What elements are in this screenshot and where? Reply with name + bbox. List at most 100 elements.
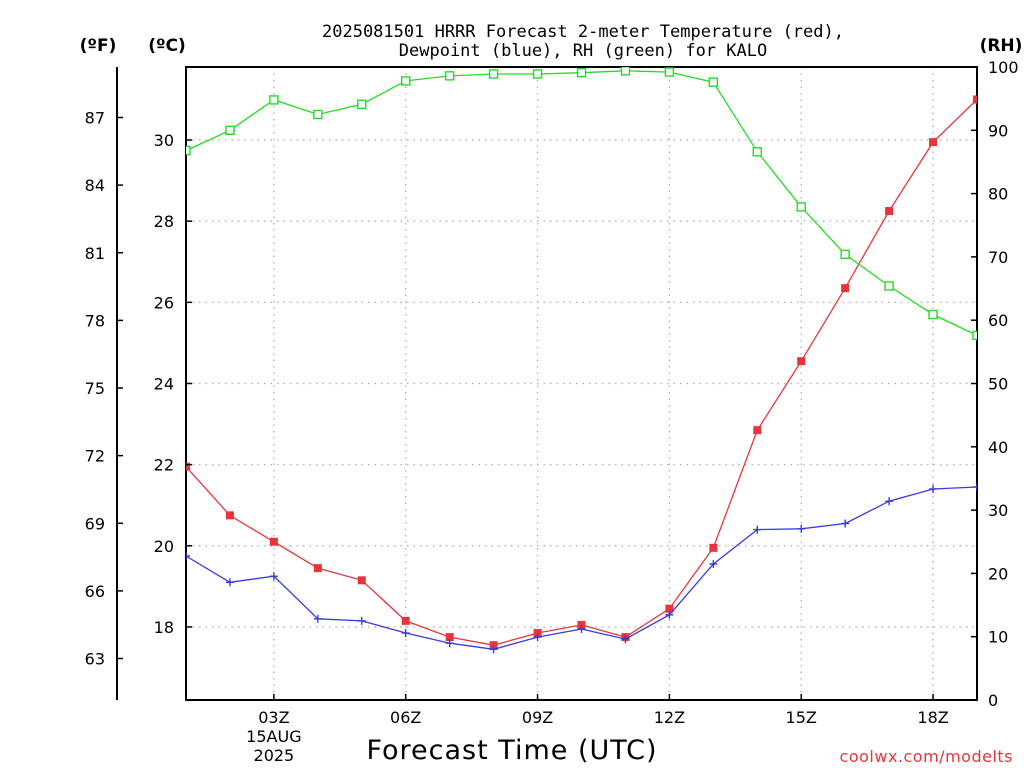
rh-point (928, 309, 938, 320)
celsius-tick-label: 24 (154, 375, 174, 394)
x-tick-label: 12Z (654, 708, 685, 727)
celsius-tick-label: 26 (154, 293, 174, 312)
x-tick-label: 03Z (258, 708, 289, 727)
rh-point (532, 69, 543, 79)
series-layer (186, 67, 977, 654)
rh-tick-label: 40 (988, 438, 1008, 457)
rh-point (444, 71, 455, 81)
fahrenheit-tick-label: 81 (85, 244, 105, 263)
temperature-point (797, 357, 806, 366)
rh-tick-label: 100 (988, 58, 1019, 77)
rh-point (796, 202, 806, 212)
rh-tick-label: 50 (988, 375, 1008, 394)
temperature-point (665, 604, 674, 613)
temperature-point (709, 543, 718, 552)
plot-frame (185, 66, 978, 701)
rh-tick-label: 20 (988, 564, 1008, 583)
dewpoint-point (445, 639, 454, 648)
rh-tick-label: 70 (988, 248, 1008, 267)
temperature-point (401, 616, 410, 625)
x-tick-date-label: 15AUG (246, 727, 301, 746)
temperature-point (269, 537, 278, 546)
celsius-tick-label: 20 (154, 537, 174, 556)
rh-point (357, 99, 367, 110)
dewpoint-point (357, 616, 366, 625)
temperature-point (973, 95, 977, 104)
dewpoint-point (841, 519, 850, 528)
rh-point (488, 69, 499, 79)
celsius-tick-label: 30 (154, 131, 174, 150)
dewpoint-point (269, 572, 278, 581)
rh-point (620, 67, 631, 76)
fahrenheit-tick-label: 75 (85, 379, 105, 398)
rh-point (884, 281, 894, 291)
rh-tick-label: 60 (988, 311, 1008, 330)
dewpoint-point (797, 524, 806, 533)
x-tick-label: 09Z (522, 708, 553, 727)
rh-point (269, 95, 279, 105)
dewpoint-point (665, 610, 674, 619)
celsius-tick-label: 28 (154, 212, 174, 231)
celsius-axis-unit: (ºC) (148, 36, 186, 56)
rh-tick-label: 30 (988, 501, 1008, 520)
x-tick-label: 18Z (917, 708, 948, 727)
rh-point (225, 125, 235, 136)
temperature-point (357, 576, 366, 585)
rh-tick-label: 80 (988, 185, 1008, 204)
temperature-point (225, 511, 234, 520)
rh-tick-label: 90 (988, 121, 1008, 140)
dewpoint-point (186, 551, 190, 560)
temperature-point (885, 207, 894, 216)
temperature-point (929, 138, 938, 147)
dewpoint-point (973, 482, 977, 491)
rh-series-line (186, 70, 977, 336)
dewpoint-point (709, 560, 718, 569)
ticks-layer: 63 66 69 72 75 78 81 84 87 18 20 22 24 26 28 30 0 10 20 30 4… (85, 58, 1019, 765)
source-credit: coolwx.com/modelts (840, 747, 1013, 766)
temperature-point (533, 629, 542, 638)
dewpoint-point (885, 497, 894, 506)
rh-point (708, 77, 719, 87)
celsius-tick-label: 18 (154, 618, 174, 637)
temperature-series-line (186, 99, 977, 646)
rh-point (972, 330, 977, 341)
fahrenheit-tick-label: 63 (85, 650, 105, 669)
dewpoint-point (313, 614, 322, 623)
temperature-point (841, 284, 850, 293)
dewpoint-point (753, 525, 762, 534)
temperature-point (186, 462, 190, 471)
dewpoint-point (225, 578, 234, 587)
fahrenheit-tick-label: 84 (85, 176, 105, 195)
grid-layer (186, 67, 977, 700)
x-tick-label: 15Z (786, 708, 817, 727)
temperature-point (753, 426, 762, 435)
dewpoint-point (621, 635, 630, 644)
temperature-point (577, 620, 586, 629)
temperature-point (489, 641, 498, 650)
celsius-tick-label: 22 (154, 456, 174, 475)
rh-tick-label: 0 (988, 691, 998, 710)
fahrenheit-tick-label: 72 (85, 447, 105, 466)
chart-title-line-2: Dewpoint (blue), RH (green) for KALO (399, 41, 767, 61)
dewpoint-point (577, 624, 586, 633)
x-tick-label: 06Z (390, 708, 421, 727)
rh-tick-label: 10 (988, 628, 1008, 647)
rh-point (840, 249, 850, 260)
rh-point (401, 76, 411, 86)
fahrenheit-tick-label: 66 (85, 582, 105, 601)
x-tick-date-label: 2025 (254, 746, 295, 765)
rh-point (664, 67, 675, 77)
rh-point (186, 145, 191, 156)
rh-axis-unit: (RH) (980, 36, 1023, 56)
temperature-point (445, 633, 454, 642)
chart-title-line-1: 2025081501 HRRR Forecast 2-meter Tempera… (322, 22, 844, 42)
fahrenheit-axis-unit: (ºF) (80, 36, 117, 56)
dewpoint-point (401, 629, 410, 638)
fahrenheit-tick-label: 69 (85, 514, 105, 533)
fahrenheit-tick-label: 78 (85, 311, 105, 330)
fahrenheit-tick-label: 87 (85, 108, 105, 127)
dewpoint-point (489, 645, 498, 654)
rh-point (576, 67, 587, 78)
temperature-point (313, 564, 322, 573)
